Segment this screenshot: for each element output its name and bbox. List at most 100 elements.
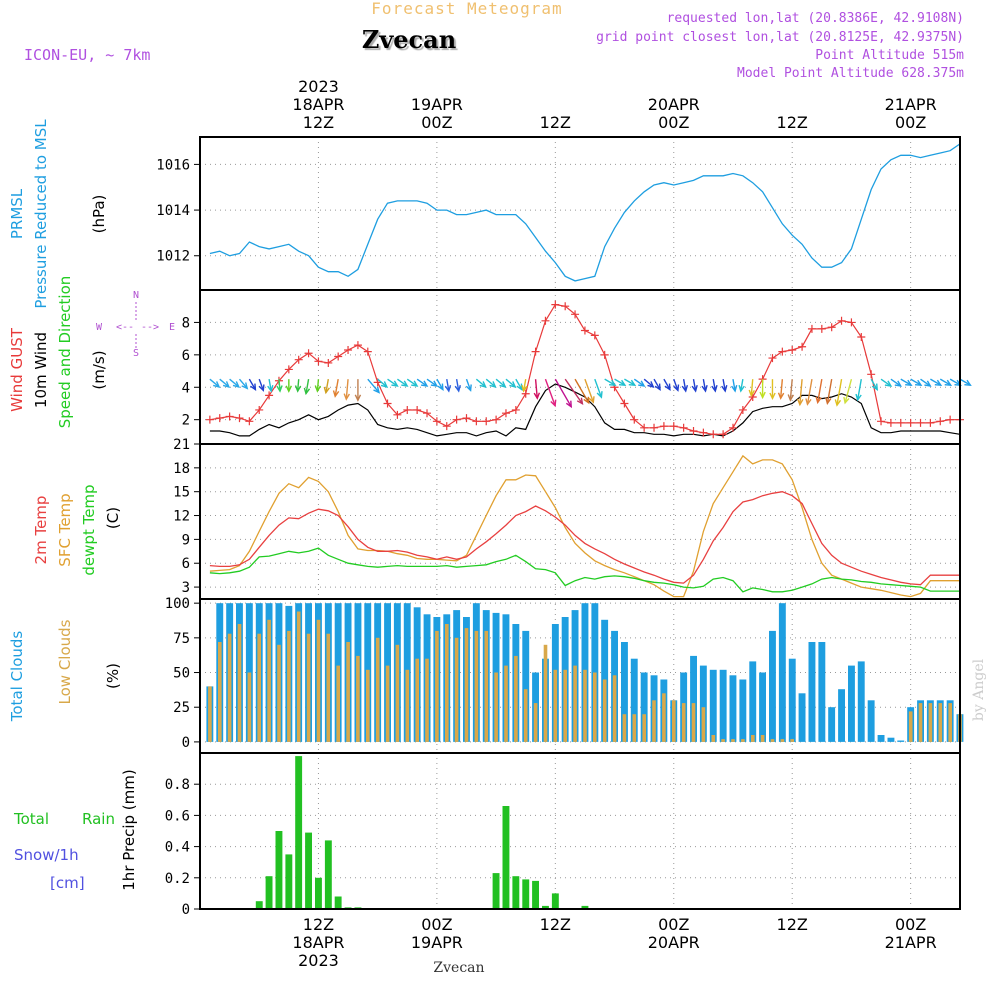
total-cloud-bar	[897, 740, 905, 742]
wind-arrow-shaft	[334, 379, 339, 397]
sfc-temp-label: SFC Temp	[56, 493, 74, 566]
gust-marker	[344, 345, 353, 354]
product-title: Forecast Meteogram	[371, 0, 562, 18]
gust-marker	[580, 326, 589, 335]
wind-arrow-head	[894, 380, 903, 387]
wind-10m-label: 10m Wind	[32, 332, 50, 408]
low-cloud-bar	[612, 675, 617, 742]
wind-arrow-head	[628, 379, 637, 387]
rain-bar	[492, 873, 500, 909]
gust-marker	[590, 331, 599, 340]
low-cloud-bar	[237, 624, 242, 742]
bottom-tick-time: 00Z	[895, 915, 926, 934]
wind-arrow-head	[303, 387, 311, 396]
wind-arrow-shaft	[238, 378, 248, 389]
rain-bar	[305, 832, 312, 909]
wind-arrow-head	[454, 385, 461, 393]
gust-marker	[472, 417, 481, 426]
wind-arrow-shaft	[836, 379, 843, 406]
gust-marker	[600, 350, 609, 359]
wind-arrow-head	[222, 381, 231, 388]
clouds-panel: 0 25 50 75 100 Total Clouds Low Clouds (%)	[8, 596, 964, 754]
wind-arrow-shaft	[495, 378, 506, 388]
rain-bar	[334, 896, 342, 909]
temp-2m-line	[209, 491, 960, 586]
gust-marker	[778, 347, 787, 356]
clouds-unit: (%)	[104, 663, 122, 689]
wind-arrow-head	[420, 380, 429, 387]
top-tick-date: 21APR	[885, 95, 937, 114]
y-tick-label: 25	[173, 700, 190, 716]
wind-arrow-head	[213, 381, 221, 388]
low-cloud-bar	[464, 628, 469, 742]
wind-arrow-shaft	[416, 378, 428, 387]
model-altitude: Model Point Altitude 628.375m	[737, 66, 964, 81]
wind-arrow-shaft	[465, 378, 472, 391]
wind-arrow-head	[759, 391, 766, 400]
wind-arrow-head	[499, 381, 507, 388]
gust-marker	[432, 417, 441, 426]
wind-arrow-shaft	[475, 378, 487, 388]
low-cloud-bar	[928, 703, 933, 742]
gust-marker	[334, 352, 343, 361]
low-cloud-bar	[938, 703, 943, 742]
precip-snow-label: Snow/1h	[14, 846, 79, 864]
grid-location: grid point closest lon,lat (20.8125E, 42…	[596, 30, 964, 45]
gust-marker	[521, 389, 530, 398]
gust-marker	[403, 405, 412, 414]
wind-arrow-shaft	[377, 378, 388, 388]
low-cloud-bar	[514, 655, 518, 742]
wind-arrow-head	[618, 379, 627, 387]
wind-arrow-shaft	[296, 379, 300, 392]
wind-arrow-head	[294, 385, 302, 393]
y-tick-label: 21	[173, 437, 190, 453]
wind-arrow-head	[654, 383, 661, 392]
wind-arrow-shaft	[554, 378, 572, 408]
pressure-unit: (hPa)	[90, 195, 108, 234]
wind-arrow-head	[924, 380, 932, 387]
low-cloud-bar	[425, 658, 429, 742]
rain-bar	[275, 831, 283, 909]
wind-arrow-shaft	[515, 378, 523, 390]
gust-marker	[798, 342, 807, 351]
wind-arrow-shaft	[387, 378, 398, 387]
low-cloud-bar	[652, 700, 656, 742]
total-cloud-bar	[522, 630, 530, 742]
y-tick-label: 6	[182, 556, 190, 572]
bottom-tick-time: 00Z	[421, 915, 452, 934]
wind-arrow-head	[465, 384, 472, 392]
wind-arrow-head	[437, 383, 444, 392]
wind-arrow-head	[884, 380, 893, 387]
gust-marker	[245, 417, 254, 426]
wind-arrow-head	[681, 385, 689, 393]
footer-station: Zvecan	[433, 960, 484, 976]
gust-marker	[225, 412, 234, 421]
wind-arrow-head	[588, 396, 595, 404]
wind-arrow-shaft	[594, 378, 603, 398]
wind-arrow-head	[843, 396, 850, 405]
gust-marker	[738, 405, 747, 414]
wind-arrow-head	[815, 396, 822, 405]
low-cloud-bar	[622, 714, 627, 742]
gust-marker	[501, 409, 510, 418]
wind-arrow-shaft	[522, 379, 527, 392]
low-cloud-bar	[790, 739, 794, 742]
low-cloud-bar	[277, 644, 281, 742]
gust-marker	[906, 418, 915, 427]
wind-arrow-head	[787, 394, 795, 402]
top-tick-date: 20APR	[648, 95, 700, 114]
gust-marker	[630, 415, 639, 424]
gust-marker	[423, 409, 432, 418]
gust-marker	[916, 418, 925, 427]
low-cloud-bar	[366, 669, 370, 742]
wind-arrow-shaft	[564, 378, 583, 405]
wind-arrow-shaft	[534, 379, 538, 399]
bottom-tick-date: 20APR	[648, 933, 700, 952]
low-cloud-bar	[701, 707, 706, 742]
wind-arrow-shaft	[673, 378, 679, 391]
rain-bar	[522, 879, 530, 909]
wind-arrow-head	[673, 384, 680, 392]
gust-marker	[847, 318, 856, 327]
